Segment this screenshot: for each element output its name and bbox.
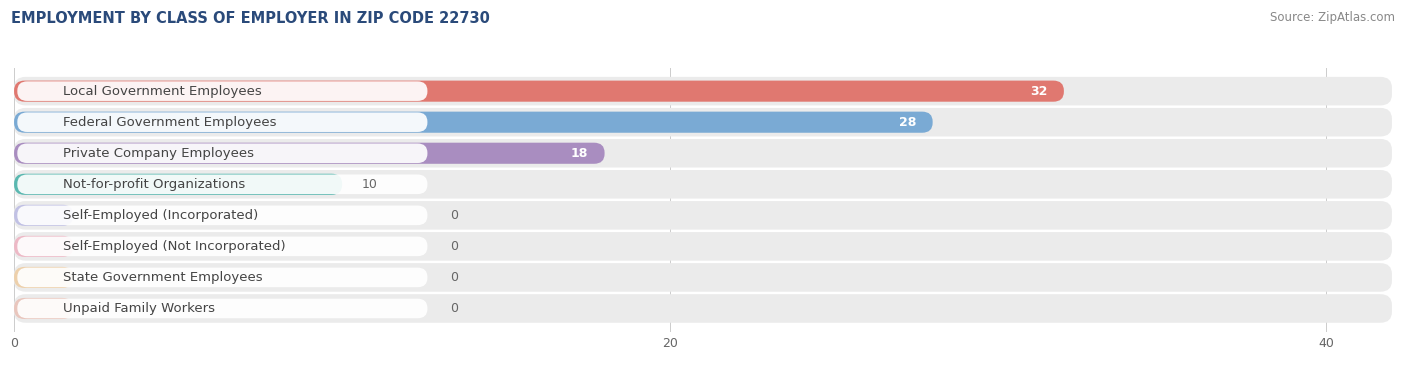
Text: Not-for-profit Organizations: Not-for-profit Organizations bbox=[63, 178, 246, 191]
Text: Private Company Employees: Private Company Employees bbox=[63, 147, 254, 160]
Text: Self-Employed (Incorporated): Self-Employed (Incorporated) bbox=[63, 209, 259, 222]
Text: 0: 0 bbox=[450, 209, 458, 222]
FancyBboxPatch shape bbox=[14, 139, 1392, 167]
Text: Self-Employed (Not Incorporated): Self-Employed (Not Incorporated) bbox=[63, 240, 285, 253]
Text: 18: 18 bbox=[571, 147, 588, 160]
FancyBboxPatch shape bbox=[17, 175, 427, 194]
Text: 0: 0 bbox=[450, 271, 458, 284]
FancyBboxPatch shape bbox=[14, 77, 1392, 106]
FancyBboxPatch shape bbox=[17, 268, 427, 287]
FancyBboxPatch shape bbox=[17, 205, 427, 225]
Text: 10: 10 bbox=[361, 178, 378, 191]
Text: State Government Employees: State Government Employees bbox=[63, 271, 263, 284]
FancyBboxPatch shape bbox=[17, 237, 427, 256]
FancyBboxPatch shape bbox=[14, 201, 1392, 230]
Text: Local Government Employees: Local Government Employees bbox=[63, 85, 262, 98]
FancyBboxPatch shape bbox=[14, 81, 1064, 102]
FancyBboxPatch shape bbox=[14, 232, 1392, 261]
FancyBboxPatch shape bbox=[17, 299, 427, 318]
FancyBboxPatch shape bbox=[14, 294, 1392, 323]
FancyBboxPatch shape bbox=[14, 112, 932, 133]
Text: 32: 32 bbox=[1031, 85, 1047, 98]
FancyBboxPatch shape bbox=[14, 263, 1392, 292]
Text: EMPLOYMENT BY CLASS OF EMPLOYER IN ZIP CODE 22730: EMPLOYMENT BY CLASS OF EMPLOYER IN ZIP C… bbox=[11, 11, 491, 26]
Text: 0: 0 bbox=[450, 302, 458, 315]
FancyBboxPatch shape bbox=[14, 174, 342, 195]
Text: 28: 28 bbox=[898, 116, 917, 129]
FancyBboxPatch shape bbox=[14, 143, 605, 164]
Text: Unpaid Family Workers: Unpaid Family Workers bbox=[63, 302, 215, 315]
FancyBboxPatch shape bbox=[14, 170, 1392, 199]
Text: 0: 0 bbox=[450, 240, 458, 253]
FancyBboxPatch shape bbox=[17, 112, 427, 132]
FancyBboxPatch shape bbox=[14, 205, 73, 226]
FancyBboxPatch shape bbox=[14, 298, 73, 319]
FancyBboxPatch shape bbox=[14, 236, 73, 257]
FancyBboxPatch shape bbox=[17, 81, 427, 101]
FancyBboxPatch shape bbox=[14, 108, 1392, 136]
Text: Federal Government Employees: Federal Government Employees bbox=[63, 116, 277, 129]
FancyBboxPatch shape bbox=[14, 267, 73, 288]
FancyBboxPatch shape bbox=[17, 144, 427, 163]
Text: Source: ZipAtlas.com: Source: ZipAtlas.com bbox=[1270, 11, 1395, 24]
